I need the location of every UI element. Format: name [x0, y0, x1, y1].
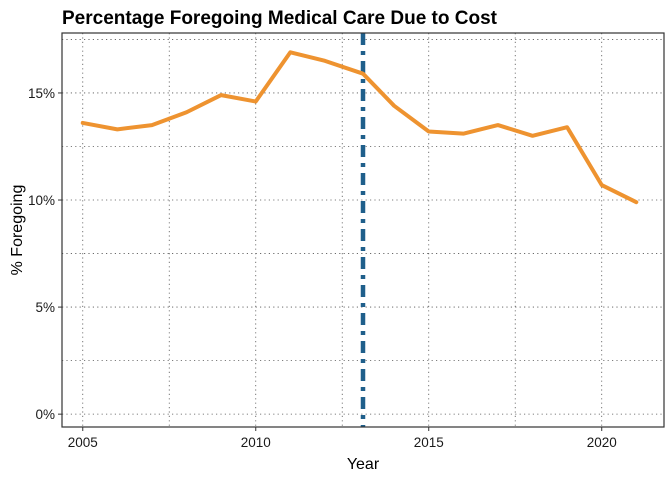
x-tick-label: 2015 — [414, 435, 444, 450]
x-tick-label: 2010 — [241, 435, 271, 450]
y-tick-label: 15% — [28, 86, 55, 101]
axis-ticks: 2005 2010 2015 2020 0% 5% 10% 15% — [28, 86, 617, 450]
plot-panel-border — [61, 32, 665, 428]
y-tick-label: 10% — [28, 193, 55, 208]
x-axis-label: Year — [347, 456, 380, 473]
y-axis-label: % Foregoing — [9, 185, 26, 276]
y-tick-label: 0% — [35, 407, 55, 422]
gridlines — [62, 33, 664, 427]
series-line — [80, 50, 639, 205]
x-tick-label: 2020 — [587, 435, 617, 450]
y-tick-label: 5% — [35, 300, 55, 315]
x-tick-label: 2005 — [68, 435, 98, 450]
series-group — [80, 50, 639, 205]
chart-title: Percentage Foregoing Medical Care Due to… — [62, 8, 498, 29]
